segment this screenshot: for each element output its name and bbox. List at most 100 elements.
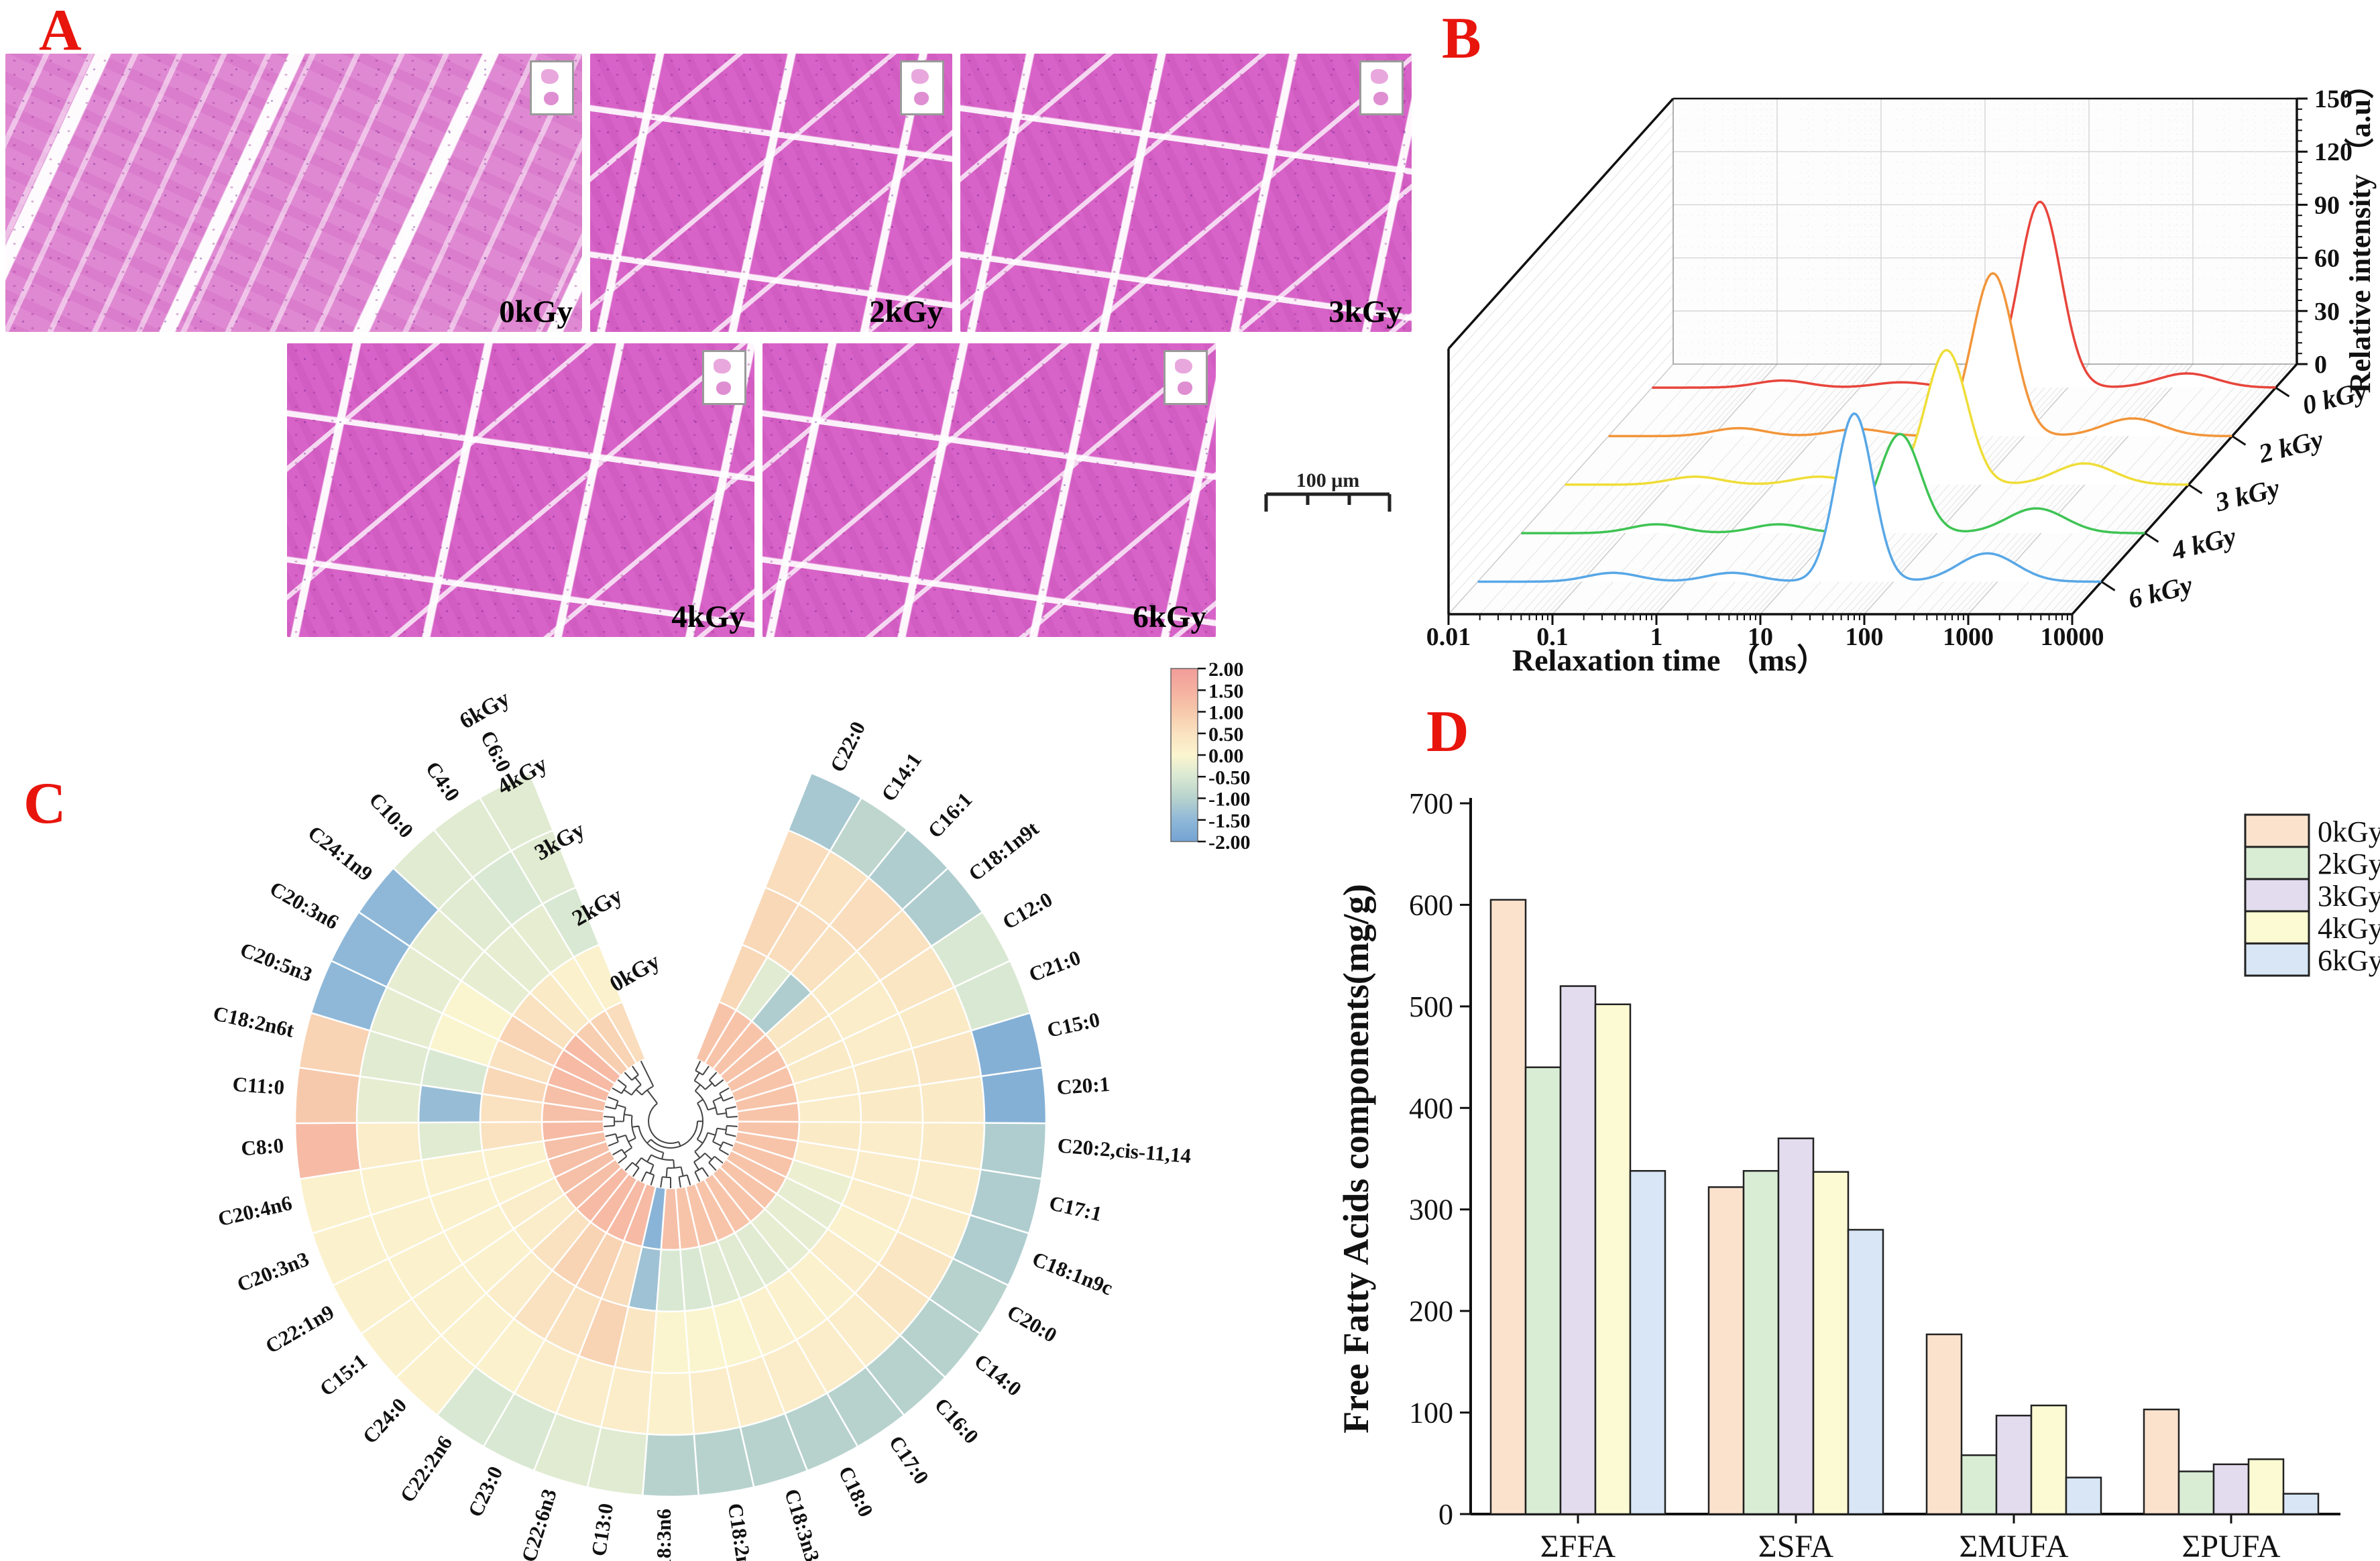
histology-image-0kgy: 0kGy: [5, 54, 582, 332]
svg-text:C23:0: C23:0: [463, 1462, 508, 1521]
c-cell: [980, 1066, 1047, 1124]
d-category-1: ΣSFA: [1758, 1529, 1834, 1561]
svg-text:C20:4n6: C20:4n6: [216, 1191, 294, 1230]
b-x-axis: 0.01 0.1 1 10 100 1000 10000 Relaxation time （m…: [1426, 614, 2104, 677]
svg-text:C16:0: C16:0: [930, 1393, 983, 1448]
b-x-axis-title: Relaxation time （ms）: [1512, 643, 1827, 677]
svg-text:C14:0: C14:0: [970, 1349, 1026, 1401]
d-y-axis-title: Free Fatty Acids components(mg/g): [1336, 884, 1376, 1433]
svg-text:0: 0: [1438, 1498, 1453, 1531]
svg-text:C14:1: C14:1: [876, 748, 926, 805]
svg-text:C18:2n6t: C18:2n6t: [211, 1001, 297, 1042]
b-series-line-6kGy: [1477, 412, 2102, 583]
svg-text:C11:0: C11:0: [232, 1072, 286, 1099]
histology-image-3kgy: 3kGy: [960, 54, 1412, 332]
d-legend-label-2kGy: 2kGy: [2318, 848, 2380, 880]
svg-text:C16:1: C16:1: [923, 788, 976, 843]
svg-text:C12:0: C12:0: [999, 887, 1056, 934]
d-legend-swatch-6kGy: [2244, 942, 2310, 977]
tissue-inset-thumbnail: [1359, 60, 1404, 115]
svg-text:400: 400: [1409, 1092, 1453, 1124]
d-bar-ΣFFA-3kGy: [1559, 985, 1597, 1515]
svg-text:500: 500: [1409, 990, 1453, 1023]
svg-text:C20:3n3: C20:3n3: [234, 1247, 313, 1296]
svg-text:200: 200: [1409, 1295, 1453, 1328]
d-bar-ΣFFA-0kGy: [1489, 899, 1527, 1515]
svg-text:600: 600: [1409, 888, 1453, 921]
b-depth-label-4kGy: 4 kGy: [2168, 521, 2239, 566]
svg-text:10: 10: [1748, 623, 1773, 651]
svg-text:C15:1: C15:1: [315, 1349, 372, 1401]
svg-text:C22:1n9: C22:1n9: [262, 1300, 338, 1358]
svg-text:C20:0: C20:0: [1003, 1300, 1061, 1347]
tissue-inset-thumbnail: [702, 350, 746, 405]
d-legend-label-3kGy: 3kGy: [2318, 880, 2380, 913]
c-colorbar: 2.001.501.000.500.00-0.50-1.00-1.50-2.00: [1170, 658, 1251, 854]
d-bar-ΣFFA-6kGy: [1629, 1169, 1666, 1515]
c-cell: [294, 1122, 362, 1180]
svg-text:C8:0: C8:0: [240, 1133, 284, 1160]
svg-text:C18:2n6c: C18:2n6c: [724, 1501, 759, 1561]
scale-bar: 100 μm: [1264, 469, 1392, 518]
svg-text:-0.50: -0.50: [1208, 766, 1251, 789]
svg-text:150: 150: [2314, 85, 2353, 113]
tissue-inset-thumbnail: [530, 60, 574, 115]
svg-text:1.50: 1.50: [1208, 680, 1244, 702]
svg-text:60: 60: [2314, 245, 2340, 273]
svg-text:10000: 10000: [2041, 623, 2104, 651]
svg-text:C18:0: C18:0: [834, 1462, 879, 1521]
svg-text:2.00: 2.00: [1208, 658, 1244, 681]
d-bar-ΣFFA-2kGy: [1524, 1066, 1562, 1515]
d-bars: [1489, 899, 2320, 1515]
svg-text:C22:0: C22:0: [826, 717, 870, 776]
svg-text:100: 100: [1846, 623, 1884, 651]
svg-text:700: 700: [1409, 787, 1453, 820]
panel-b-label: B: [1442, 6, 1481, 71]
histology-image-2kgy: 2kGy: [590, 54, 952, 332]
d-legend-swatch-3kGy: [2244, 878, 2310, 913]
svg-text:C20:2,cis-11,14: C20:2,cis-11,14: [1057, 1133, 1192, 1167]
d-bar-ΣPUFA-0kGy: [2143, 1408, 2180, 1515]
svg-text:0.01: 0.01: [1426, 623, 1471, 651]
svg-text:1: 1: [1650, 623, 1663, 651]
svg-text:100: 100: [1409, 1397, 1453, 1430]
svg-text:C17:1: C17:1: [1047, 1191, 1104, 1226]
d-legend-label-6kGy: 6kGy: [2318, 944, 2380, 977]
d-bar-ΣMUFA-2kGy: [1960, 1454, 1998, 1515]
d-bar-ΣSFA-4kGy: [1812, 1171, 1850, 1515]
svg-text:0.00: 0.00: [1208, 745, 1244, 767]
c-cell: [650, 1310, 691, 1375]
scale-bar-ruler: [1264, 492, 1392, 512]
svg-text:C24:0: C24:0: [358, 1393, 411, 1448]
dose-label-2kgy: 2kGy: [869, 294, 943, 329]
svg-text:0: 0: [2314, 351, 2327, 379]
svg-text:-1.00: -1.00: [1208, 789, 1251, 811]
b-depth-label-3kGy: 3 kGy: [2212, 472, 2283, 517]
b-plot: [1447, 97, 2298, 616]
d-legend-swatch-4kGy: [2244, 910, 2310, 945]
svg-text:C13:0: C13:0: [587, 1501, 618, 1558]
d-bar-ΣPUFA-6kGy: [2282, 1493, 2320, 1515]
d-bar-ΣPUFA-2kGy: [2177, 1470, 2215, 1515]
histology-image-6kgy: 6kGy: [762, 343, 1216, 637]
c-cell: [919, 1075, 986, 1124]
d-legend-label-4kGy: 4kGy: [2318, 912, 2380, 945]
d-bar-ΣSFA-0kGy: [1707, 1186, 1745, 1515]
panel-c-label: C: [23, 771, 66, 836]
svg-text:-1.50: -1.50: [1208, 810, 1251, 832]
d-category-0: ΣFFA: [1540, 1529, 1616, 1561]
d-legend-swatch-2kGy: [2244, 846, 2310, 880]
d-legend-label-0kGy: 0kGy: [2318, 815, 2380, 848]
c-ring-label-0kGy: 0kGy: [606, 949, 664, 997]
svg-text:C15:0: C15:0: [1045, 1008, 1102, 1042]
b-depth-label-6kGy: 6 kGy: [2125, 569, 2196, 614]
d-bar-ΣFFA-4kGy: [1594, 1003, 1632, 1515]
dose-label-4kgy: 4kGy: [671, 599, 745, 634]
panel-d-chart: 0 100 200 300 400 500 600 700 ΣFFA ΣSFA ΣMUFA ΣPUFA…: [1336, 787, 2380, 1561]
c-cell: [294, 1066, 361, 1124]
d-bar-ΣSFA-2kGy: [1742, 1169, 1780, 1515]
